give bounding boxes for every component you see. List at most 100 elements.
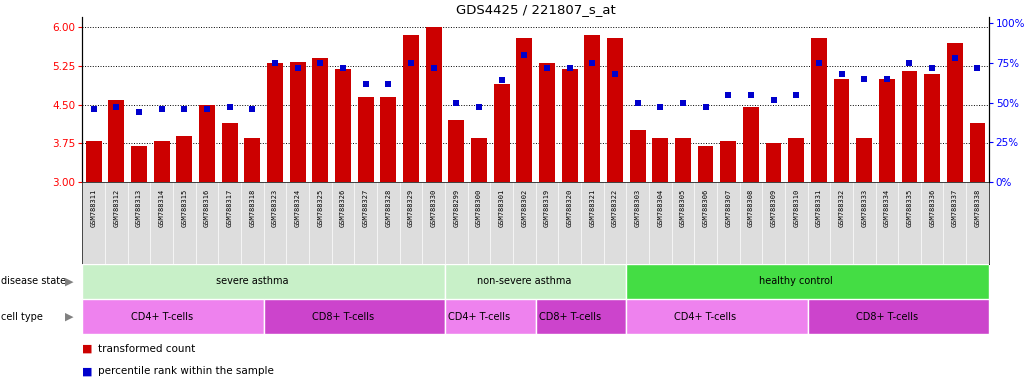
Text: GSM788312: GSM788312 <box>113 189 119 227</box>
Text: GSM788304: GSM788304 <box>657 189 663 227</box>
Bar <box>720 141 736 182</box>
Bar <box>901 71 918 182</box>
Point <box>289 65 306 71</box>
Text: cell type: cell type <box>1 311 43 321</box>
Point <box>153 106 170 112</box>
Text: GSM788317: GSM788317 <box>227 189 233 227</box>
Text: percentile rank within the sample: percentile rank within the sample <box>98 366 274 376</box>
Text: GSM788301: GSM788301 <box>499 189 505 227</box>
Bar <box>335 69 351 182</box>
Text: GSM788319: GSM788319 <box>544 189 550 227</box>
Text: GSM788303: GSM788303 <box>634 189 641 227</box>
Text: GSM788327: GSM788327 <box>363 189 369 227</box>
Text: GSM788309: GSM788309 <box>770 189 777 227</box>
Point <box>380 81 397 87</box>
Bar <box>357 97 374 182</box>
Point <box>176 106 193 112</box>
Bar <box>516 38 533 182</box>
Text: GSM788320: GSM788320 <box>566 189 573 227</box>
Point <box>131 109 147 115</box>
Bar <box>289 62 306 182</box>
Bar <box>607 38 623 182</box>
Text: GSM788323: GSM788323 <box>272 189 278 227</box>
Text: GSM788328: GSM788328 <box>385 189 391 227</box>
Title: GDS4425 / 221807_s_at: GDS4425 / 221807_s_at <box>455 3 616 16</box>
Bar <box>697 146 714 182</box>
Point <box>947 55 963 61</box>
Point <box>244 106 261 112</box>
Bar <box>626 264 989 299</box>
Point <box>448 99 465 106</box>
Bar <box>493 84 510 182</box>
Text: CD8+ T-cells: CD8+ T-cells <box>856 311 918 321</box>
Bar <box>448 120 465 182</box>
Bar <box>445 299 536 334</box>
Text: GSM788336: GSM788336 <box>929 189 935 227</box>
Bar <box>82 299 264 334</box>
Bar <box>108 99 125 182</box>
Point <box>765 96 782 103</box>
Point <box>199 106 215 112</box>
Point <box>675 99 691 106</box>
Bar <box>765 143 782 182</box>
Bar <box>445 264 626 299</box>
Point <box>85 106 102 112</box>
Bar <box>153 141 170 182</box>
Text: GSM788322: GSM788322 <box>612 189 618 227</box>
Point <box>357 81 374 87</box>
Text: CD8+ T-cells: CD8+ T-cells <box>539 311 600 321</box>
Bar <box>561 69 578 182</box>
Text: GSM788302: GSM788302 <box>521 189 527 227</box>
Point <box>743 92 759 98</box>
Text: non-severe asthma: non-severe asthma <box>477 276 572 286</box>
Text: GSM788307: GSM788307 <box>725 189 731 227</box>
Text: GSM788321: GSM788321 <box>589 189 595 227</box>
Text: severe asthma: severe asthma <box>216 276 288 286</box>
Text: GSM788326: GSM788326 <box>340 189 346 227</box>
Point <box>788 92 804 98</box>
Text: GSM788306: GSM788306 <box>702 189 709 227</box>
Text: GSM788318: GSM788318 <box>249 189 255 227</box>
Bar <box>85 141 102 182</box>
Text: GSM788337: GSM788337 <box>952 189 958 227</box>
Bar <box>425 27 442 182</box>
Text: GSM788338: GSM788338 <box>974 189 981 227</box>
Bar <box>380 97 397 182</box>
Point <box>539 65 555 71</box>
Bar <box>584 35 600 182</box>
Text: GSM788330: GSM788330 <box>431 189 437 227</box>
Bar <box>675 138 691 182</box>
Text: GSM788299: GSM788299 <box>453 189 459 227</box>
Point <box>652 104 668 111</box>
Bar <box>833 79 850 182</box>
Text: GSM788308: GSM788308 <box>748 189 754 227</box>
Text: GSM788335: GSM788335 <box>906 189 913 227</box>
Bar <box>856 138 872 182</box>
Bar <box>82 264 445 299</box>
Text: CD4+ T-cells: CD4+ T-cells <box>448 311 510 321</box>
Bar <box>176 136 193 182</box>
Text: GSM788305: GSM788305 <box>680 189 686 227</box>
Point <box>833 71 850 77</box>
Bar <box>267 63 283 182</box>
Bar <box>471 138 487 182</box>
Bar <box>536 299 626 334</box>
Text: CD8+ T-cells: CD8+ T-cells <box>312 311 374 321</box>
Point <box>697 104 714 111</box>
Bar <box>264 299 445 334</box>
Bar <box>879 79 895 182</box>
Point <box>561 65 578 71</box>
Bar <box>312 58 329 182</box>
Point <box>221 104 238 111</box>
Bar <box>947 43 963 182</box>
Bar <box>743 107 759 182</box>
Point <box>924 65 940 71</box>
Point <box>516 52 533 58</box>
Point <box>312 60 329 66</box>
Point <box>901 60 918 66</box>
Bar <box>788 138 804 182</box>
Point <box>403 60 419 66</box>
Text: GSM788313: GSM788313 <box>136 189 142 227</box>
Text: GSM788333: GSM788333 <box>861 189 867 227</box>
Text: GSM788310: GSM788310 <box>793 189 799 227</box>
